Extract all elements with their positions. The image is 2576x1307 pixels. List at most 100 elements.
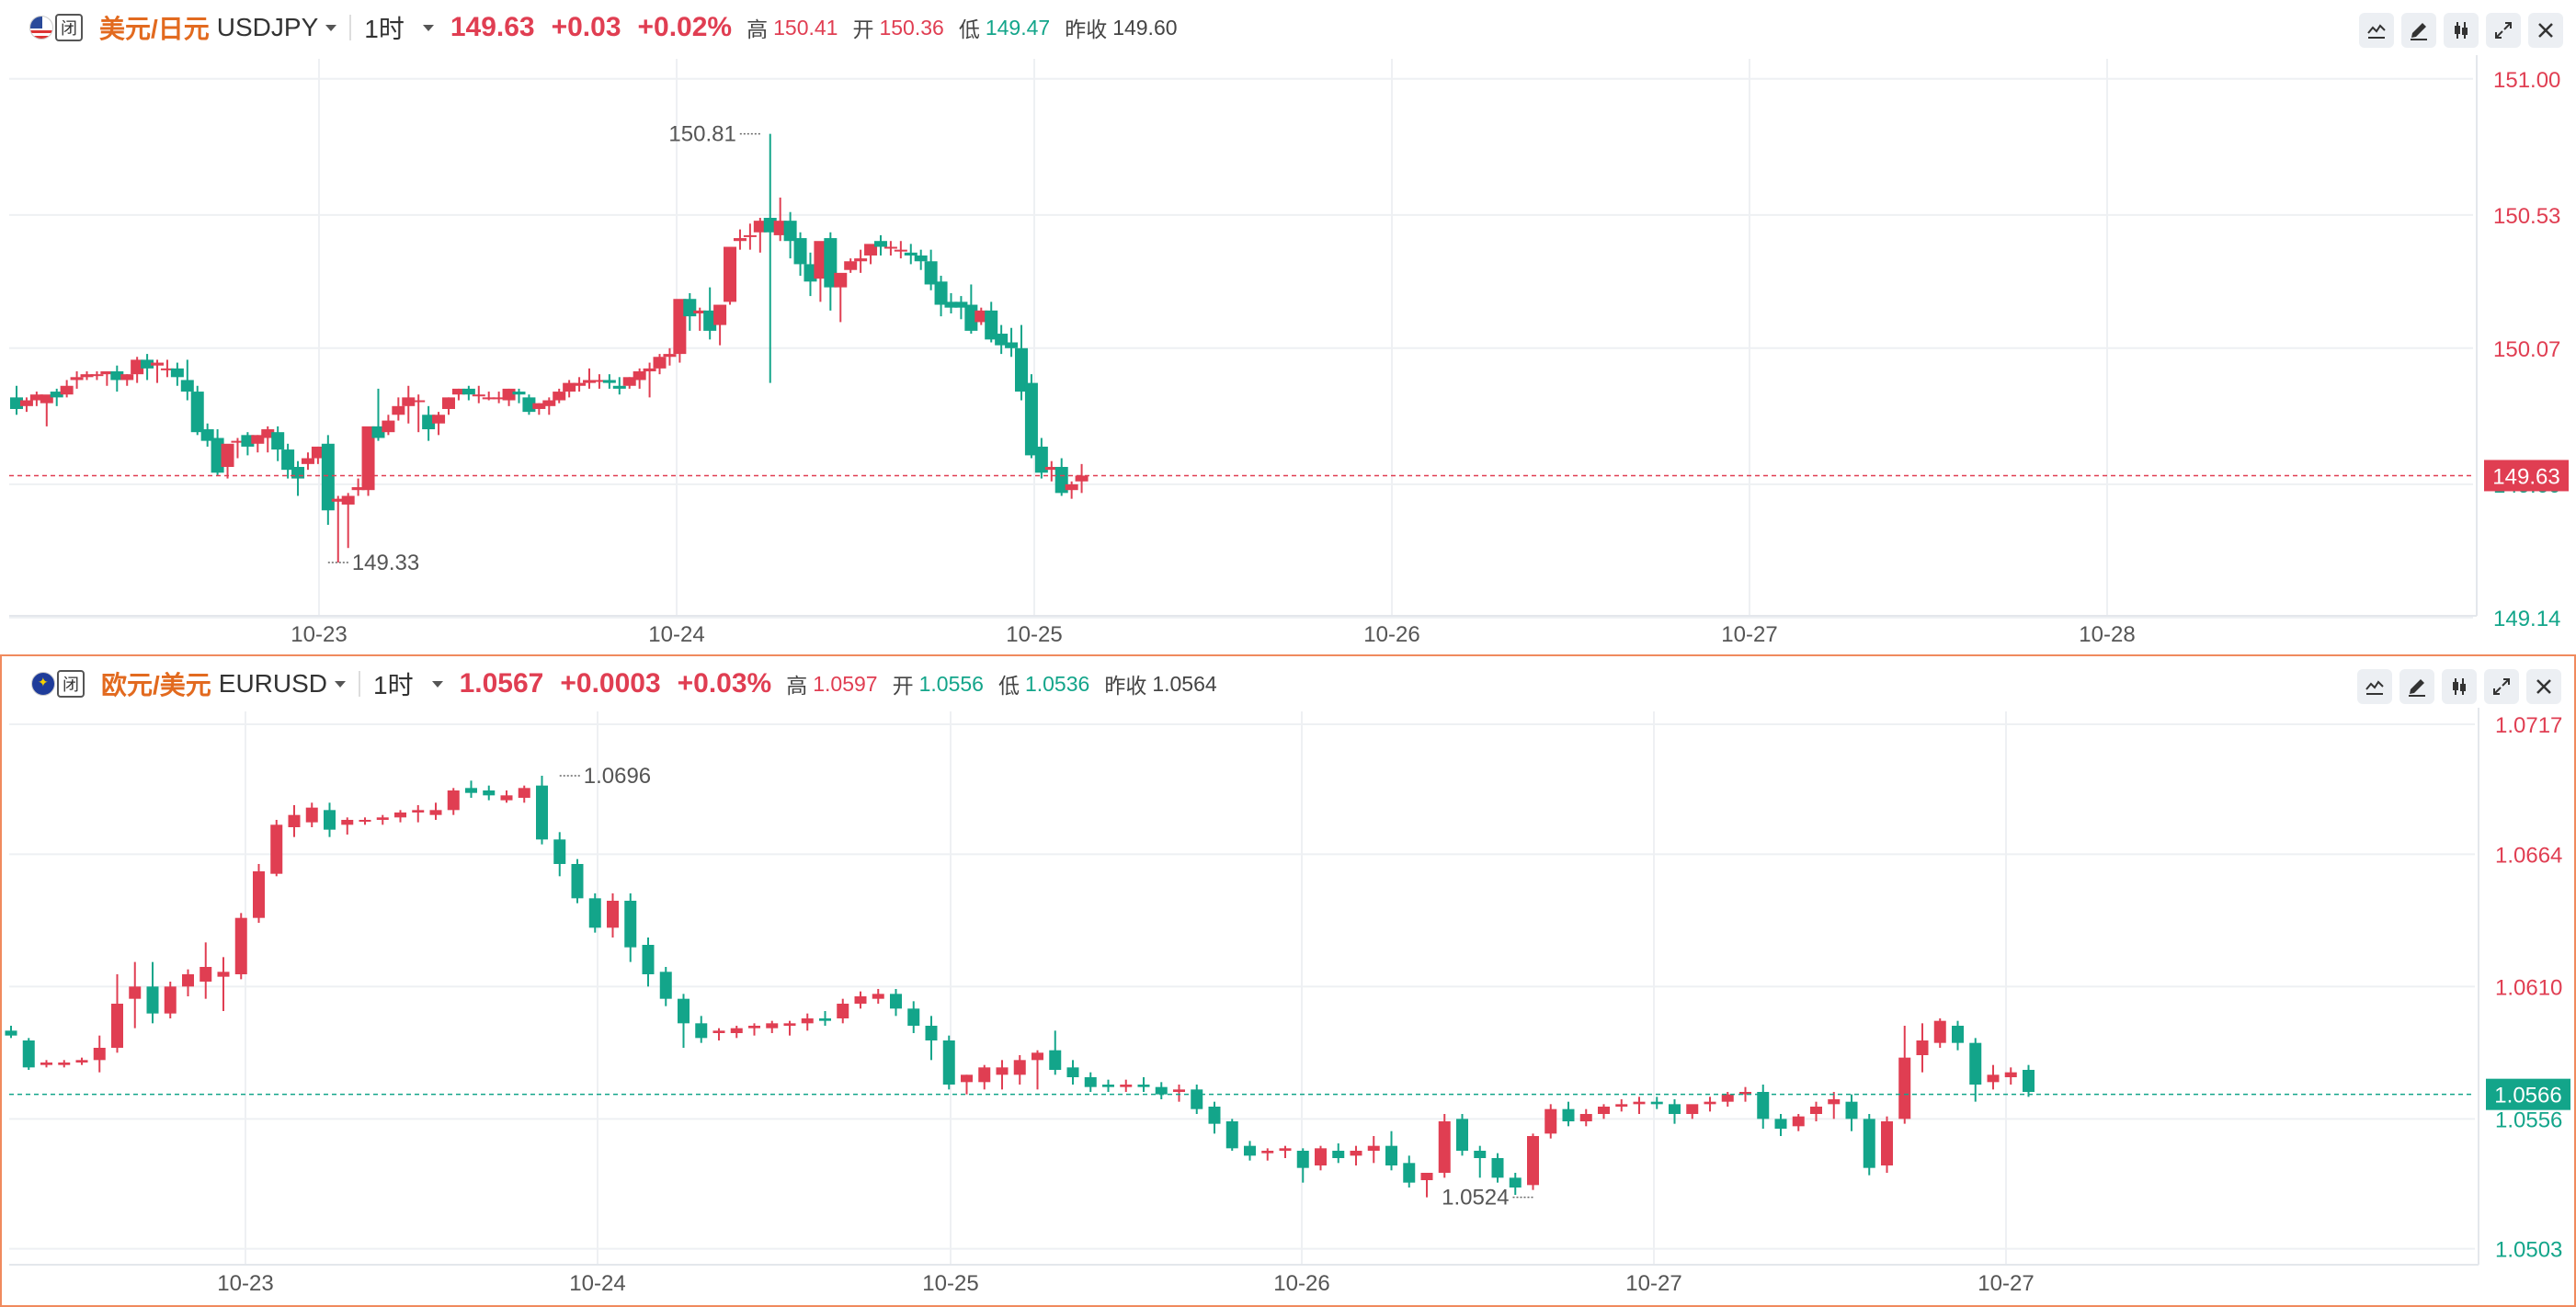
- candle[interactable]: [40, 394, 53, 426]
- fullscreen-button[interactable]: [2484, 669, 2519, 704]
- candlestick-chart-eurusd[interactable]: 1.0717 1.0664 1.0610 1.0556 1.0503 10-23 10-24…: [2, 656, 2574, 1305]
- candle[interactable]: [1863, 1114, 1875, 1176]
- candle[interactable]: [713, 304, 727, 346]
- candle[interactable]: [783, 211, 797, 259]
- candle[interactable]: [2023, 1064, 2035, 1097]
- candle[interactable]: [217, 957, 230, 1011]
- candle[interactable]: [129, 961, 142, 1029]
- candle[interactable]: [724, 246, 737, 305]
- candle[interactable]: [75, 1057, 88, 1065]
- candle[interactable]: [1987, 1064, 2000, 1090]
- candle[interactable]: [978, 1064, 991, 1090]
- candle[interactable]: [40, 1060, 52, 1068]
- candle[interactable]: [1474, 1145, 1487, 1178]
- candle[interactable]: [1225, 1119, 1238, 1151]
- candle[interactable]: [643, 362, 656, 398]
- candle[interactable]: [1155, 1082, 1168, 1099]
- candle[interactable]: [160, 359, 174, 378]
- candle[interactable]: [854, 249, 868, 273]
- candle[interactable]: [251, 435, 265, 453]
- candle[interactable]: [231, 438, 245, 459]
- candle[interactable]: [907, 1001, 920, 1033]
- candle[interactable]: [1261, 1148, 1274, 1161]
- candle[interactable]: [1044, 460, 1058, 482]
- candle[interactable]: [382, 415, 395, 436]
- indicator-button[interactable]: [2357, 669, 2392, 704]
- interval-dropdown-icon[interactable]: [422, 24, 434, 31]
- candle[interactable]: [482, 392, 496, 401]
- candle[interactable]: [120, 374, 134, 386]
- candle[interactable]: [834, 272, 848, 323]
- candle[interactable]: [571, 858, 584, 904]
- pair-name[interactable]: 欧元/美元: [101, 671, 211, 699]
- candle[interactable]: [553, 832, 566, 877]
- chart-panel-eurusd[interactable]: 1.0717 1.0664 1.0610 1.0556 1.0503 10-23 10-24…: [0, 654, 2576, 1307]
- candle[interactable]: [873, 234, 887, 256]
- candle[interactable]: [633, 368, 646, 389]
- candle[interactable]: [1650, 1097, 1663, 1109]
- candle[interactable]: [894, 241, 907, 259]
- candle[interactable]: [451, 388, 465, 401]
- candle[interactable]: [904, 244, 918, 265]
- candle[interactable]: [773, 197, 787, 242]
- candle[interactable]: [341, 817, 354, 835]
- candle[interactable]: [683, 292, 697, 331]
- candle[interactable]: [602, 374, 616, 389]
- candle[interactable]: [733, 229, 747, 250]
- candle[interactable]: [1005, 327, 1019, 358]
- candle[interactable]: [1491, 1153, 1504, 1183]
- pair-code[interactable]: EURUSD: [218, 669, 328, 698]
- candle[interactable]: [281, 443, 295, 479]
- candle[interactable]: [642, 938, 655, 987]
- candle[interactable]: [1350, 1145, 1362, 1165]
- candle[interactable]: [141, 354, 154, 381]
- candle[interactable]: [1315, 1145, 1327, 1171]
- candle[interactable]: [351, 478, 365, 496]
- candle[interactable]: [536, 776, 548, 845]
- candle[interactable]: [432, 412, 446, 436]
- candle[interactable]: [200, 423, 214, 447]
- candle[interactable]: [1509, 1173, 1522, 1195]
- candle[interactable]: [693, 307, 707, 331]
- candle[interactable]: [612, 377, 626, 395]
- interval-dropdown-icon[interactable]: [431, 680, 443, 688]
- symbol-dropdown-icon[interactable]: [325, 24, 337, 31]
- candle[interactable]: [622, 377, 636, 389]
- candle[interactable]: [522, 394, 536, 415]
- candle[interactable]: [890, 989, 902, 1017]
- candle[interactable]: [801, 1013, 814, 1031]
- candle[interactable]: [441, 397, 455, 415]
- candle[interactable]: [607, 893, 619, 938]
- candle[interactable]: [942, 1035, 955, 1090]
- candle[interactable]: [1120, 1079, 1133, 1092]
- candle[interactable]: [311, 446, 325, 464]
- candle[interactable]: [1933, 1018, 1946, 1048]
- candle[interactable]: [1296, 1148, 1309, 1183]
- candle[interactable]: [1054, 458, 1068, 496]
- candle[interactable]: [1898, 1026, 1911, 1124]
- candle[interactable]: [1562, 1101, 1575, 1127]
- candle[interactable]: [221, 443, 234, 479]
- candle[interactable]: [70, 371, 84, 389]
- candle[interactable]: [1332, 1143, 1345, 1164]
- candle[interactable]: [624, 893, 637, 962]
- candle[interactable]: [412, 805, 425, 823]
- interval-selector[interactable]: 1时: [364, 15, 405, 43]
- candle[interactable]: [341, 493, 355, 549]
- candle[interactable]: [131, 357, 144, 383]
- candle[interactable]: [793, 232, 807, 277]
- candle[interactable]: [465, 780, 477, 798]
- candle[interactable]: [824, 232, 838, 311]
- candle-type-button[interactable]: [2444, 13, 2479, 48]
- candle[interactable]: [763, 133, 777, 383]
- candle[interactable]: [321, 435, 335, 526]
- candle[interactable]: [1049, 1030, 1062, 1075]
- candle[interactable]: [324, 802, 336, 837]
- candle[interactable]: [1013, 1055, 1026, 1085]
- candle[interactable]: [502, 388, 516, 406]
- candle[interactable]: [1544, 1104, 1557, 1139]
- candle[interactable]: [975, 307, 988, 325]
- candle[interactable]: [110, 365, 124, 392]
- candle[interactable]: [50, 388, 63, 406]
- candle[interactable]: [1420, 1173, 1433, 1198]
